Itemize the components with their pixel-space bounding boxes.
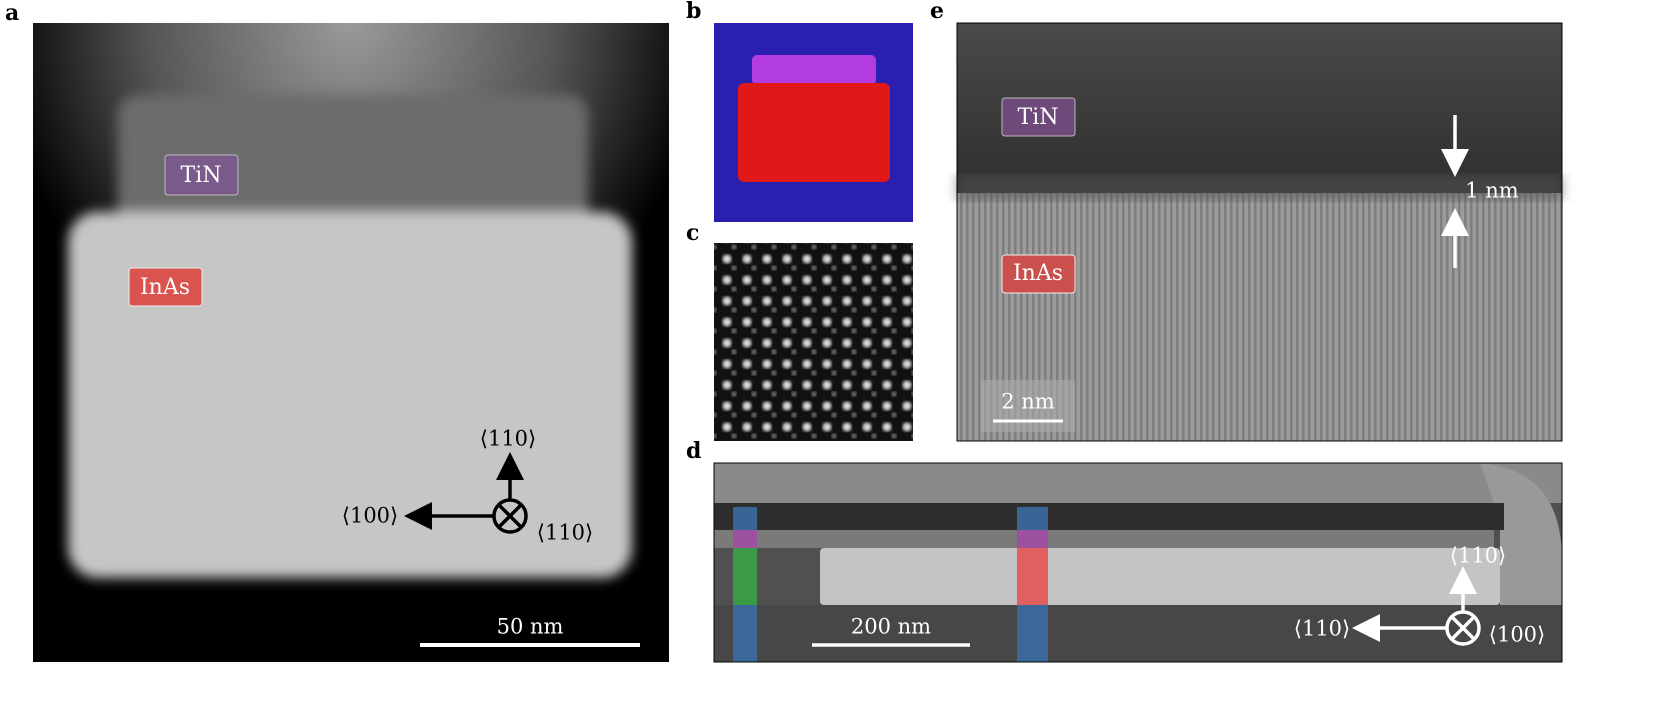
panel-a: TiN InAs ⟨110⟩ ⟨100⟩ ⟨110⟩ 50 nm (33, 23, 669, 662)
panel-label: c (686, 220, 699, 246)
scale-bar-label: 2 nm (1001, 390, 1055, 414)
direction-label: ⟨110⟩ (1450, 544, 1506, 568)
panel-e: TiN InAs 1 nm 2 nm (956, 22, 1563, 442)
panel-label: e (930, 0, 944, 24)
scale-bar-label: 200 nm (851, 615, 931, 639)
inas-tag: InAs (1013, 261, 1063, 286)
panel-label: d (686, 438, 701, 464)
direction-label: ⟨110⟩ (537, 521, 593, 545)
interface-label: 1 nm (1465, 179, 1519, 203)
panel-c (714, 243, 913, 441)
panel-label: b (686, 0, 701, 24)
tin-tag: TiN (181, 163, 222, 188)
direction-label: ⟨110⟩ (480, 427, 536, 451)
panel-d: ⟨110⟩ ⟨110⟩ ⟨100⟩ 200 nm (713, 462, 1563, 663)
panel-label: a (5, 0, 19, 26)
direction-label: ⟨100⟩ (1489, 623, 1545, 647)
panel-b (714, 23, 913, 222)
scale-bar-label: 50 nm (497, 615, 564, 639)
tin-tag: TiN (1018, 105, 1059, 130)
direction-label: ⟨100⟩ (342, 504, 398, 528)
inas-tag: InAs (140, 275, 190, 300)
direction-label: ⟨110⟩ (1294, 617, 1350, 641)
